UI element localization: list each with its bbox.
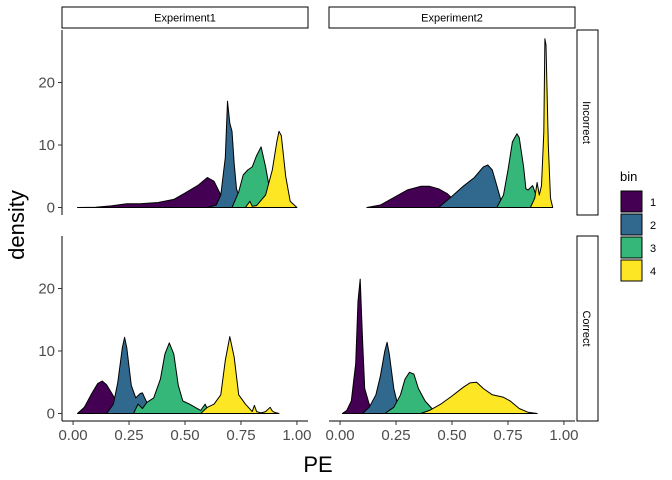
x-tick-label: 0.25 [381,427,410,444]
x-axis-experiment1: 0.00 0.25 0.50 0.75 1.00 [58,420,312,444]
density-area-bin-4 [200,336,280,414]
y-axis-correct: 0 10 20 [38,236,63,423]
x-tick-label: 0.75 [226,427,255,444]
panel-experiment2-incorrect [366,38,554,208]
x-tick-label: 0.75 [493,427,522,444]
facet-strip-experiment2: Experiment2 [328,6,576,29]
panel-experiment1-incorrect [77,100,298,208]
facet-strip-correct: Correct [576,235,599,422]
density-area-bin-1 [77,177,226,208]
density-area-bin-2 [438,164,507,208]
x-axis-title: PE [303,452,332,477]
y-tick-label: 20 [38,75,55,92]
legend-title: bin [620,169,637,184]
legend-key [620,236,643,259]
density-area-bin-4 [420,381,538,414]
x-tick-label: 0.50 [437,427,466,444]
legend-label: 1 [650,197,656,209]
facet-strip-label: Incorrect [580,101,592,144]
facet-strip-incorrect: Incorrect [576,29,599,216]
y-tick-label: 10 [38,137,55,154]
density-area-bin-4 [529,38,554,208]
density-area-bin-4 [244,130,298,208]
panel-experiment2-correct [341,278,538,414]
density-area-bin-1 [341,278,375,414]
legend-item-2: 2 [620,213,656,236]
legend-key [620,190,643,213]
facet-strip-label: Experiment2 [421,13,483,25]
legend-key [620,259,643,282]
facet-strip-label: Correct [580,310,592,346]
y-tick-label: 10 [38,343,55,360]
x-axis-experiment2: 0.00 0.25 0.50 0.75 1.00 [325,420,579,444]
density-area-bin-3 [133,342,211,414]
legend-label: 4 [650,266,656,278]
legend-item-4: 4 [620,259,656,282]
panel-experiment1-correct [77,336,280,414]
x-tick-label: 0.00 [58,427,87,444]
x-tick-label: 1.00 [282,427,311,444]
y-axis-incorrect: 0 10 20 [38,30,63,217]
legend-item-3: 3 [620,236,656,259]
y-tick-label: 20 [38,281,55,298]
facet-strip-label: Experiment1 [154,13,216,25]
y-tick-label: 0 [47,406,55,423]
legend-label: 2 [650,220,656,232]
legend-item-1: 1 [620,190,656,213]
facet-strip-experiment1: Experiment1 [61,6,309,29]
legend-key [620,213,643,236]
x-tick-label: 0.00 [325,427,354,444]
x-tick-label: 0.25 [114,427,143,444]
x-tick-label: 0.50 [170,427,199,444]
x-tick-label: 1.00 [549,427,578,444]
y-tick-label: 0 [47,200,55,217]
legend: bin 1 2 3 4 [620,169,656,282]
legend-label: 3 [650,243,656,255]
y-axis-title: density [4,190,29,260]
